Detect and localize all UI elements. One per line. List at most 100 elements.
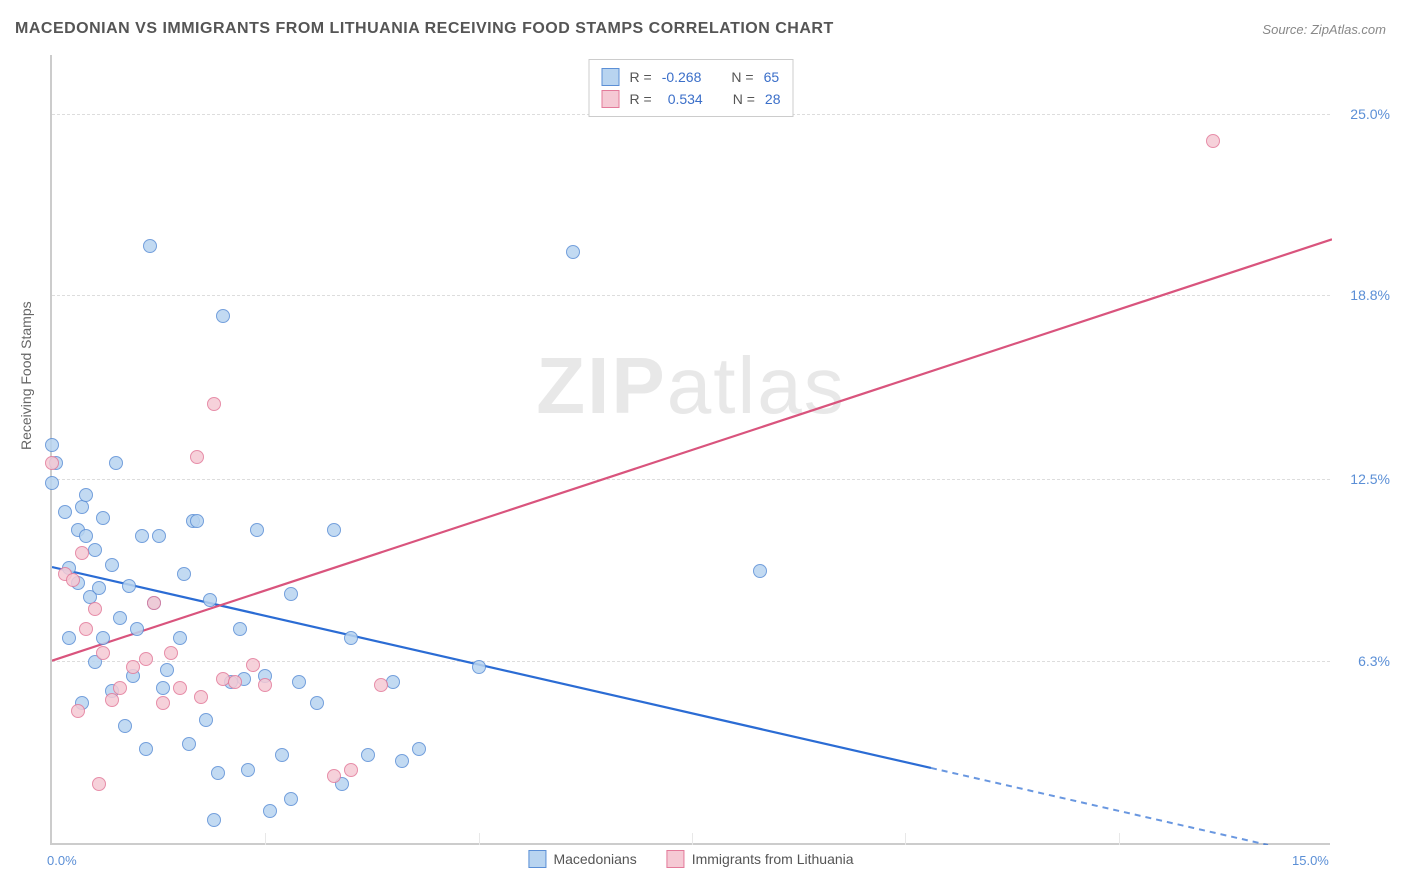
legend-swatch-series-1 [667, 850, 685, 868]
scatter-point-series-0 [152, 529, 166, 543]
scatter-point-series-1 [327, 769, 341, 783]
legend-label: Immigrants from Lithuania [692, 851, 854, 867]
scatter-point-series-1 [1206, 134, 1220, 148]
scatter-point-series-1 [88, 602, 102, 616]
scatter-point-series-0 [139, 742, 153, 756]
r-value: 0.534 [662, 91, 703, 107]
scatter-point-series-0 [182, 737, 196, 751]
y-tick-label: 18.8% [1350, 287, 1390, 303]
scatter-point-series-1 [246, 658, 260, 672]
legend-label: Macedonians [553, 851, 636, 867]
scatter-point-series-1 [374, 678, 388, 692]
scatter-point-series-0 [88, 543, 102, 557]
scatter-point-series-0 [395, 754, 409, 768]
scatter-point-series-0 [130, 622, 144, 636]
scatter-point-series-1 [139, 652, 153, 666]
scatter-point-series-1 [156, 696, 170, 710]
scatter-point-series-1 [92, 777, 106, 791]
scatter-point-series-1 [66, 573, 80, 587]
y-tick-label: 12.5% [1350, 471, 1390, 487]
scatter-point-series-0 [310, 696, 324, 710]
scatter-point-series-0 [566, 245, 580, 259]
scatter-point-series-0 [62, 631, 76, 645]
scatter-point-series-0 [160, 663, 174, 677]
scatter-point-series-0 [58, 505, 72, 519]
scatter-point-series-1 [344, 763, 358, 777]
scatter-point-series-1 [105, 693, 119, 707]
scatter-point-series-0 [199, 713, 213, 727]
r-value: -0.268 [662, 69, 702, 85]
scatter-point-series-0 [143, 239, 157, 253]
scatter-point-series-1 [45, 456, 59, 470]
y-tick-label: 6.3% [1358, 653, 1390, 669]
plot-area: ZIPatlas R = -0.268 N = 65 R = 0.534 N =… [50, 55, 1330, 845]
scatter-point-series-0 [292, 675, 306, 689]
scatter-point-series-0 [109, 456, 123, 470]
scatter-point-series-0 [105, 558, 119, 572]
y-tick-label: 25.0% [1350, 106, 1390, 122]
scatter-point-series-0 [207, 813, 221, 827]
scatter-point-series-0 [344, 631, 358, 645]
legend-stats-row: R = 0.534 N = 28 [602, 88, 781, 110]
scatter-point-series-0 [122, 579, 136, 593]
n-value: 65 [764, 69, 780, 85]
scatter-point-series-0 [79, 529, 93, 543]
scatter-point-series-0 [203, 593, 217, 607]
scatter-point-series-0 [216, 309, 230, 323]
scatter-point-series-0 [327, 523, 341, 537]
scatter-point-series-0 [241, 763, 255, 777]
scatter-point-series-0 [113, 611, 127, 625]
scatter-point-series-0 [753, 564, 767, 578]
scatter-point-series-0 [263, 804, 277, 818]
scatter-point-series-0 [45, 476, 59, 490]
scatter-point-series-1 [71, 704, 85, 718]
legend-swatch-series-1 [602, 90, 620, 108]
scatter-point-series-0 [96, 631, 110, 645]
r-label: R = [630, 91, 652, 107]
scatter-point-series-0 [79, 488, 93, 502]
scatter-point-series-0 [211, 766, 225, 780]
y-axis-label: Receiving Food Stamps [18, 301, 34, 450]
source-value: ZipAtlas.com [1311, 22, 1386, 37]
scatter-point-series-1 [126, 660, 140, 674]
scatter-point-series-0 [250, 523, 264, 537]
scatter-point-series-0 [386, 675, 400, 689]
scatter-point-series-1 [173, 681, 187, 695]
scatter-point-series-1 [147, 596, 161, 610]
scatter-point-series-0 [472, 660, 486, 674]
scatter-point-series-0 [135, 529, 149, 543]
legend-swatch-series-0 [602, 68, 620, 86]
x-tick-label: 0.0% [47, 853, 77, 868]
scatter-point-series-1 [113, 681, 127, 695]
scatter-point-series-0 [284, 587, 298, 601]
scatter-point-series-0 [118, 719, 132, 733]
scatter-point-series-0 [284, 792, 298, 806]
scatter-point-series-0 [275, 748, 289, 762]
scatter-point-series-1 [207, 397, 221, 411]
n-label: N = [731, 69, 753, 85]
scatter-point-series-1 [96, 646, 110, 660]
r-label: R = [630, 69, 652, 85]
scatter-point-series-0 [45, 438, 59, 452]
n-value: 28 [765, 91, 781, 107]
scatter-point-series-0 [92, 581, 106, 595]
scatter-point-series-1 [228, 675, 242, 689]
source-attribution: Source: ZipAtlas.com [1262, 22, 1386, 37]
scatter-point-series-0 [361, 748, 375, 762]
scatter-point-series-1 [79, 622, 93, 636]
scatter-point-series-0 [173, 631, 187, 645]
scatter-point-series-0 [233, 622, 247, 636]
source-label: Source: [1262, 22, 1307, 37]
scatter-point-series-1 [190, 450, 204, 464]
scatter-point-series-1 [75, 546, 89, 560]
trend-lines [52, 55, 1332, 845]
legend-item-series-1: Immigrants from Lithuania [667, 850, 854, 868]
scatter-point-series-1 [216, 672, 230, 686]
n-label: N = [733, 91, 755, 107]
legend-swatch-series-0 [528, 850, 546, 868]
chart-title: MACEDONIAN VS IMMIGRANTS FROM LITHUANIA … [15, 20, 834, 38]
legend-stats-row: R = -0.268 N = 65 [602, 66, 781, 88]
scatter-point-series-1 [258, 678, 272, 692]
legend-item-series-0: Macedonians [528, 850, 636, 868]
scatter-point-series-1 [164, 646, 178, 660]
